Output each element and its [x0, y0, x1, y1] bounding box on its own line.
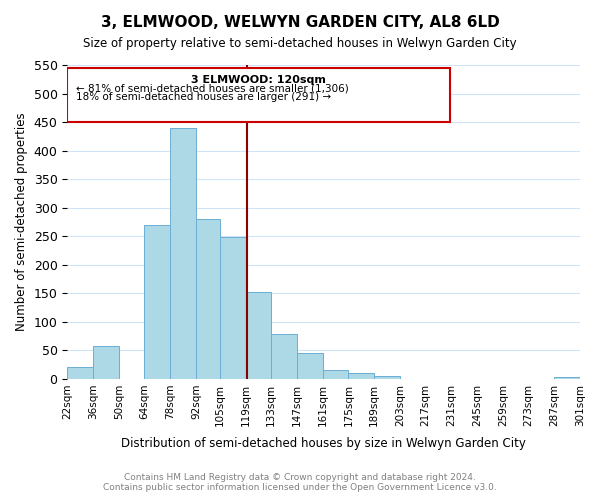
- Bar: [93, 346, 119, 379]
- Bar: [145, 225, 170, 379]
- FancyBboxPatch shape: [67, 68, 449, 122]
- Bar: [374, 376, 400, 379]
- Bar: [245, 292, 271, 379]
- Bar: [323, 370, 349, 379]
- Text: Size of property relative to semi-detached houses in Welwyn Garden City: Size of property relative to semi-detach…: [83, 38, 517, 51]
- Y-axis label: Number of semi-detached properties: Number of semi-detached properties: [15, 112, 28, 332]
- Text: 3 ELMWOOD: 120sqm: 3 ELMWOOD: 120sqm: [191, 74, 326, 85]
- Bar: [196, 219, 220, 379]
- Bar: [220, 238, 245, 379]
- Text: ← 81% of semi-detached houses are smaller (1,306): ← 81% of semi-detached houses are smalle…: [76, 84, 349, 94]
- Text: Contains HM Land Registry data © Crown copyright and database right 2024.: Contains HM Land Registry data © Crown c…: [124, 474, 476, 482]
- Bar: [349, 373, 374, 379]
- Bar: [297, 353, 323, 379]
- Bar: [271, 334, 297, 379]
- Text: Contains public sector information licensed under the Open Government Licence v3: Contains public sector information licen…: [103, 484, 497, 492]
- X-axis label: Distribution of semi-detached houses by size in Welwyn Garden City: Distribution of semi-detached houses by …: [121, 437, 526, 450]
- Text: 18% of semi-detached houses are larger (291) →: 18% of semi-detached houses are larger (…: [76, 92, 332, 102]
- Bar: [554, 377, 580, 379]
- Bar: [170, 128, 196, 379]
- Bar: [67, 368, 93, 379]
- Text: 3, ELMWOOD, WELWYN GARDEN CITY, AL8 6LD: 3, ELMWOOD, WELWYN GARDEN CITY, AL8 6LD: [101, 15, 499, 30]
